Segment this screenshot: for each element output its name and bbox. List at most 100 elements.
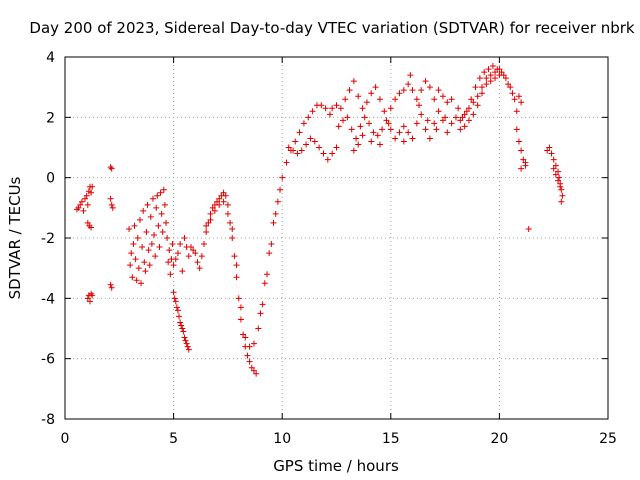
data-point <box>86 298 93 305</box>
data-point <box>555 168 562 175</box>
data-point <box>205 219 212 226</box>
data-point <box>177 319 184 326</box>
data-point <box>465 105 472 112</box>
data-point <box>169 241 176 248</box>
data-point <box>84 219 91 226</box>
data-point <box>513 126 520 133</box>
data-point <box>552 171 559 178</box>
data-point <box>376 96 383 103</box>
data-point <box>424 117 431 124</box>
data-point <box>250 367 257 374</box>
data-point <box>353 135 360 142</box>
data-point <box>160 186 167 193</box>
data-point <box>396 129 403 136</box>
data-point <box>233 262 240 269</box>
data-point <box>348 126 355 133</box>
data-point <box>296 129 303 136</box>
data-point <box>171 295 178 302</box>
data-point <box>344 114 351 121</box>
y-tick-label: -8 <box>41 412 55 428</box>
data-point <box>555 177 562 184</box>
data-point <box>214 198 221 205</box>
data-point <box>231 253 238 260</box>
data-point <box>431 96 438 103</box>
data-point <box>127 262 134 269</box>
data-point <box>355 93 362 100</box>
data-point <box>201 241 208 248</box>
data-point <box>270 219 277 226</box>
data-point <box>135 265 142 272</box>
x-tick-label: 15 <box>382 431 400 447</box>
data-point <box>261 280 268 287</box>
data-point <box>550 165 557 172</box>
data-point <box>147 213 154 220</box>
data-point <box>557 183 564 190</box>
data-point <box>172 256 179 263</box>
data-point <box>126 225 133 232</box>
data-points <box>73 63 566 377</box>
data-point <box>207 216 214 223</box>
data-point <box>272 210 279 217</box>
data-point <box>89 292 96 299</box>
data-point <box>294 150 301 157</box>
data-point <box>211 207 218 214</box>
data-point <box>333 144 340 151</box>
data-point <box>544 147 551 154</box>
ticks: 0 5 10 15 20 25 -8 -6 -4 -2 0 2 4 <box>41 50 617 447</box>
data-point <box>130 241 137 248</box>
data-point <box>439 93 446 100</box>
data-point <box>459 114 466 121</box>
x-tick-label: 5 <box>169 431 178 447</box>
data-point <box>392 96 399 103</box>
data-point <box>143 228 150 235</box>
data-point <box>84 201 91 208</box>
data-point <box>381 108 388 115</box>
x-axis-label: GPS time / hours <box>273 457 399 475</box>
data-point <box>505 81 512 88</box>
data-point <box>183 340 190 347</box>
data-point <box>507 84 514 91</box>
data-point <box>84 295 91 302</box>
data-point <box>483 81 490 88</box>
data-point <box>174 250 181 257</box>
data-point <box>132 256 139 263</box>
data-point <box>376 141 383 148</box>
data-point <box>448 120 455 127</box>
data-point <box>522 162 529 169</box>
data-point <box>83 192 90 199</box>
data-point <box>413 120 420 127</box>
data-point <box>142 268 149 275</box>
data-point <box>305 114 312 121</box>
data-point <box>222 192 229 199</box>
data-point <box>359 105 366 112</box>
data-point <box>128 250 135 257</box>
y-tick-label: 4 <box>46 50 55 66</box>
data-point <box>359 132 366 139</box>
data-point <box>556 174 563 181</box>
data-point <box>550 156 557 163</box>
data-point <box>216 201 223 208</box>
data-point <box>320 150 327 157</box>
data-point <box>240 331 247 338</box>
data-point <box>235 295 242 302</box>
data-point <box>470 99 477 106</box>
data-point <box>463 108 470 115</box>
data-point <box>511 96 518 103</box>
data-point <box>108 201 115 208</box>
data-point <box>158 210 165 217</box>
data-point <box>357 123 364 130</box>
data-point <box>196 265 203 272</box>
data-point <box>342 96 349 103</box>
data-point <box>157 189 164 196</box>
data-point <box>496 72 503 79</box>
data-point <box>472 84 479 91</box>
data-point <box>166 247 173 254</box>
data-point <box>350 147 357 154</box>
data-point <box>75 204 82 211</box>
data-point <box>185 346 192 353</box>
data-point <box>548 150 555 157</box>
data-point <box>435 108 442 115</box>
data-point <box>335 123 342 130</box>
data-point <box>274 198 281 205</box>
data-point <box>405 81 412 88</box>
